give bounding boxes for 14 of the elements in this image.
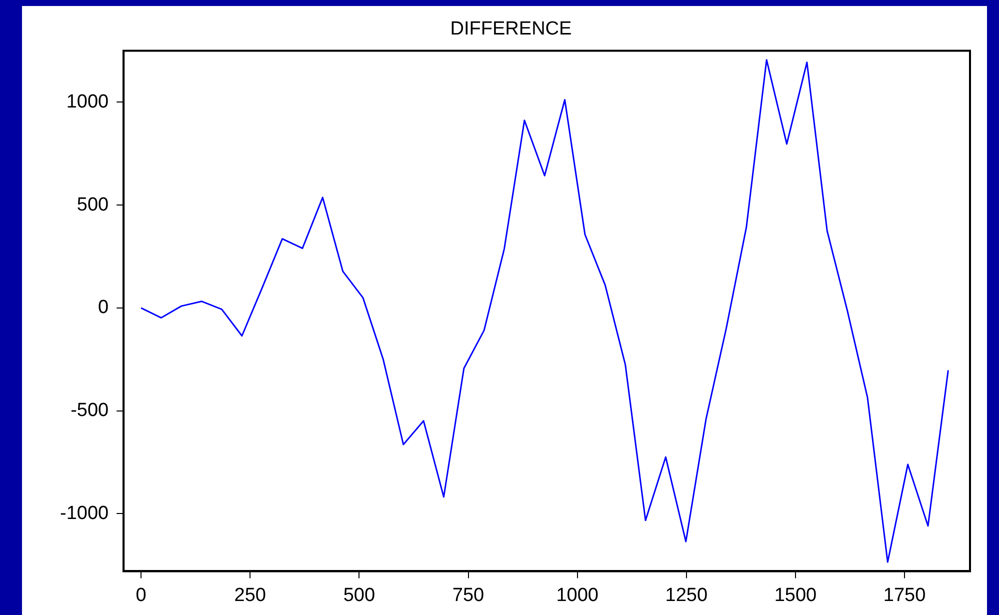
y-tick-label: 0 — [98, 297, 109, 318]
x-tick-label: 1750 — [883, 584, 926, 606]
y-tick-label: -500 — [70, 400, 109, 421]
y-tick-label: 500 — [76, 194, 109, 216]
y-tick-label: -1000 — [60, 502, 109, 524]
chart-title: DIFFERENCE — [450, 18, 572, 40]
y-tick-label: 1000 — [66, 91, 109, 112]
x-tick-label: 500 — [343, 584, 376, 606]
x-tick-label: 750 — [452, 584, 484, 606]
x-tick-label: 0 — [136, 584, 146, 606]
x-tick-label: 1250 — [665, 584, 708, 606]
x-tick-label: 1000 — [556, 584, 598, 606]
x-tick-label: 250 — [234, 584, 266, 606]
x-tick-label: 1500 — [774, 584, 817, 606]
